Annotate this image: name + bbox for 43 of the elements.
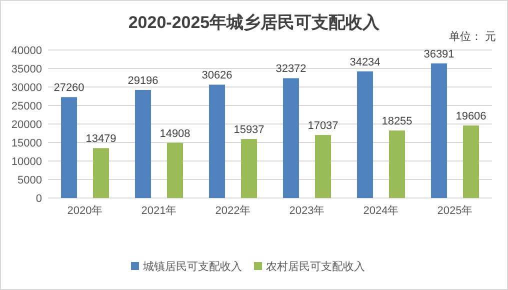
data-label: 29196: [128, 74, 158, 87]
bar: [93, 148, 109, 198]
data-label: 36391: [424, 48, 454, 60]
bar: [61, 97, 77, 198]
x-tick-label: 2023年: [289, 205, 325, 217]
data-label: 17037: [308, 120, 338, 132]
text: 单位： 元: [448, 30, 496, 43]
data-label: 34234: [350, 56, 380, 68]
bar: [135, 90, 151, 198]
y-tick-label: 20000: [11, 119, 42, 131]
data-label: 30626: [202, 70, 232, 82]
bar: [209, 84, 225, 198]
data-label: 19606: [456, 110, 486, 122]
y-tick-label: 10000: [11, 156, 42, 168]
x-tick-label: 2021年: [141, 205, 177, 217]
y-tick-label: 0: [36, 193, 42, 205]
bar: [167, 142, 183, 198]
x-tick-label: 2025年: [437, 205, 473, 217]
y-tick-label: 30000: [11, 82, 42, 94]
y-tick-label: 35000: [11, 64, 42, 76]
data-label: 27260: [54, 82, 84, 94]
bar: [315, 134, 331, 198]
bar: [389, 130, 405, 198]
x-tick-label: 2022年: [215, 205, 251, 217]
x-tick-label: 2024年: [363, 205, 399, 217]
bar: [431, 63, 447, 198]
y-tick-label: 15000: [11, 138, 42, 150]
data-label: 32372: [276, 63, 306, 76]
y-tick-label: 5000: [18, 174, 42, 186]
chart-title: 2020-2025年城乡居民可支配收入: [128, 13, 381, 32]
y-tick-label: 40000: [11, 45, 42, 57]
bar: [463, 125, 479, 198]
legend-label: 城镇居民可支配收入: [142, 260, 242, 273]
data-label: 14908: [160, 128, 190, 140]
data-label: 13479: [86, 133, 116, 146]
bar: [241, 139, 257, 198]
x-tick-label: 2020年: [67, 205, 103, 217]
bar: [357, 71, 373, 198]
data-label: 18255: [382, 115, 412, 128]
y-tick-label: 25000: [11, 100, 42, 112]
data-label: 15937: [234, 124, 264, 136]
legend-label: 农村居民可支配收入: [266, 260, 365, 273]
bar: [283, 78, 299, 198]
